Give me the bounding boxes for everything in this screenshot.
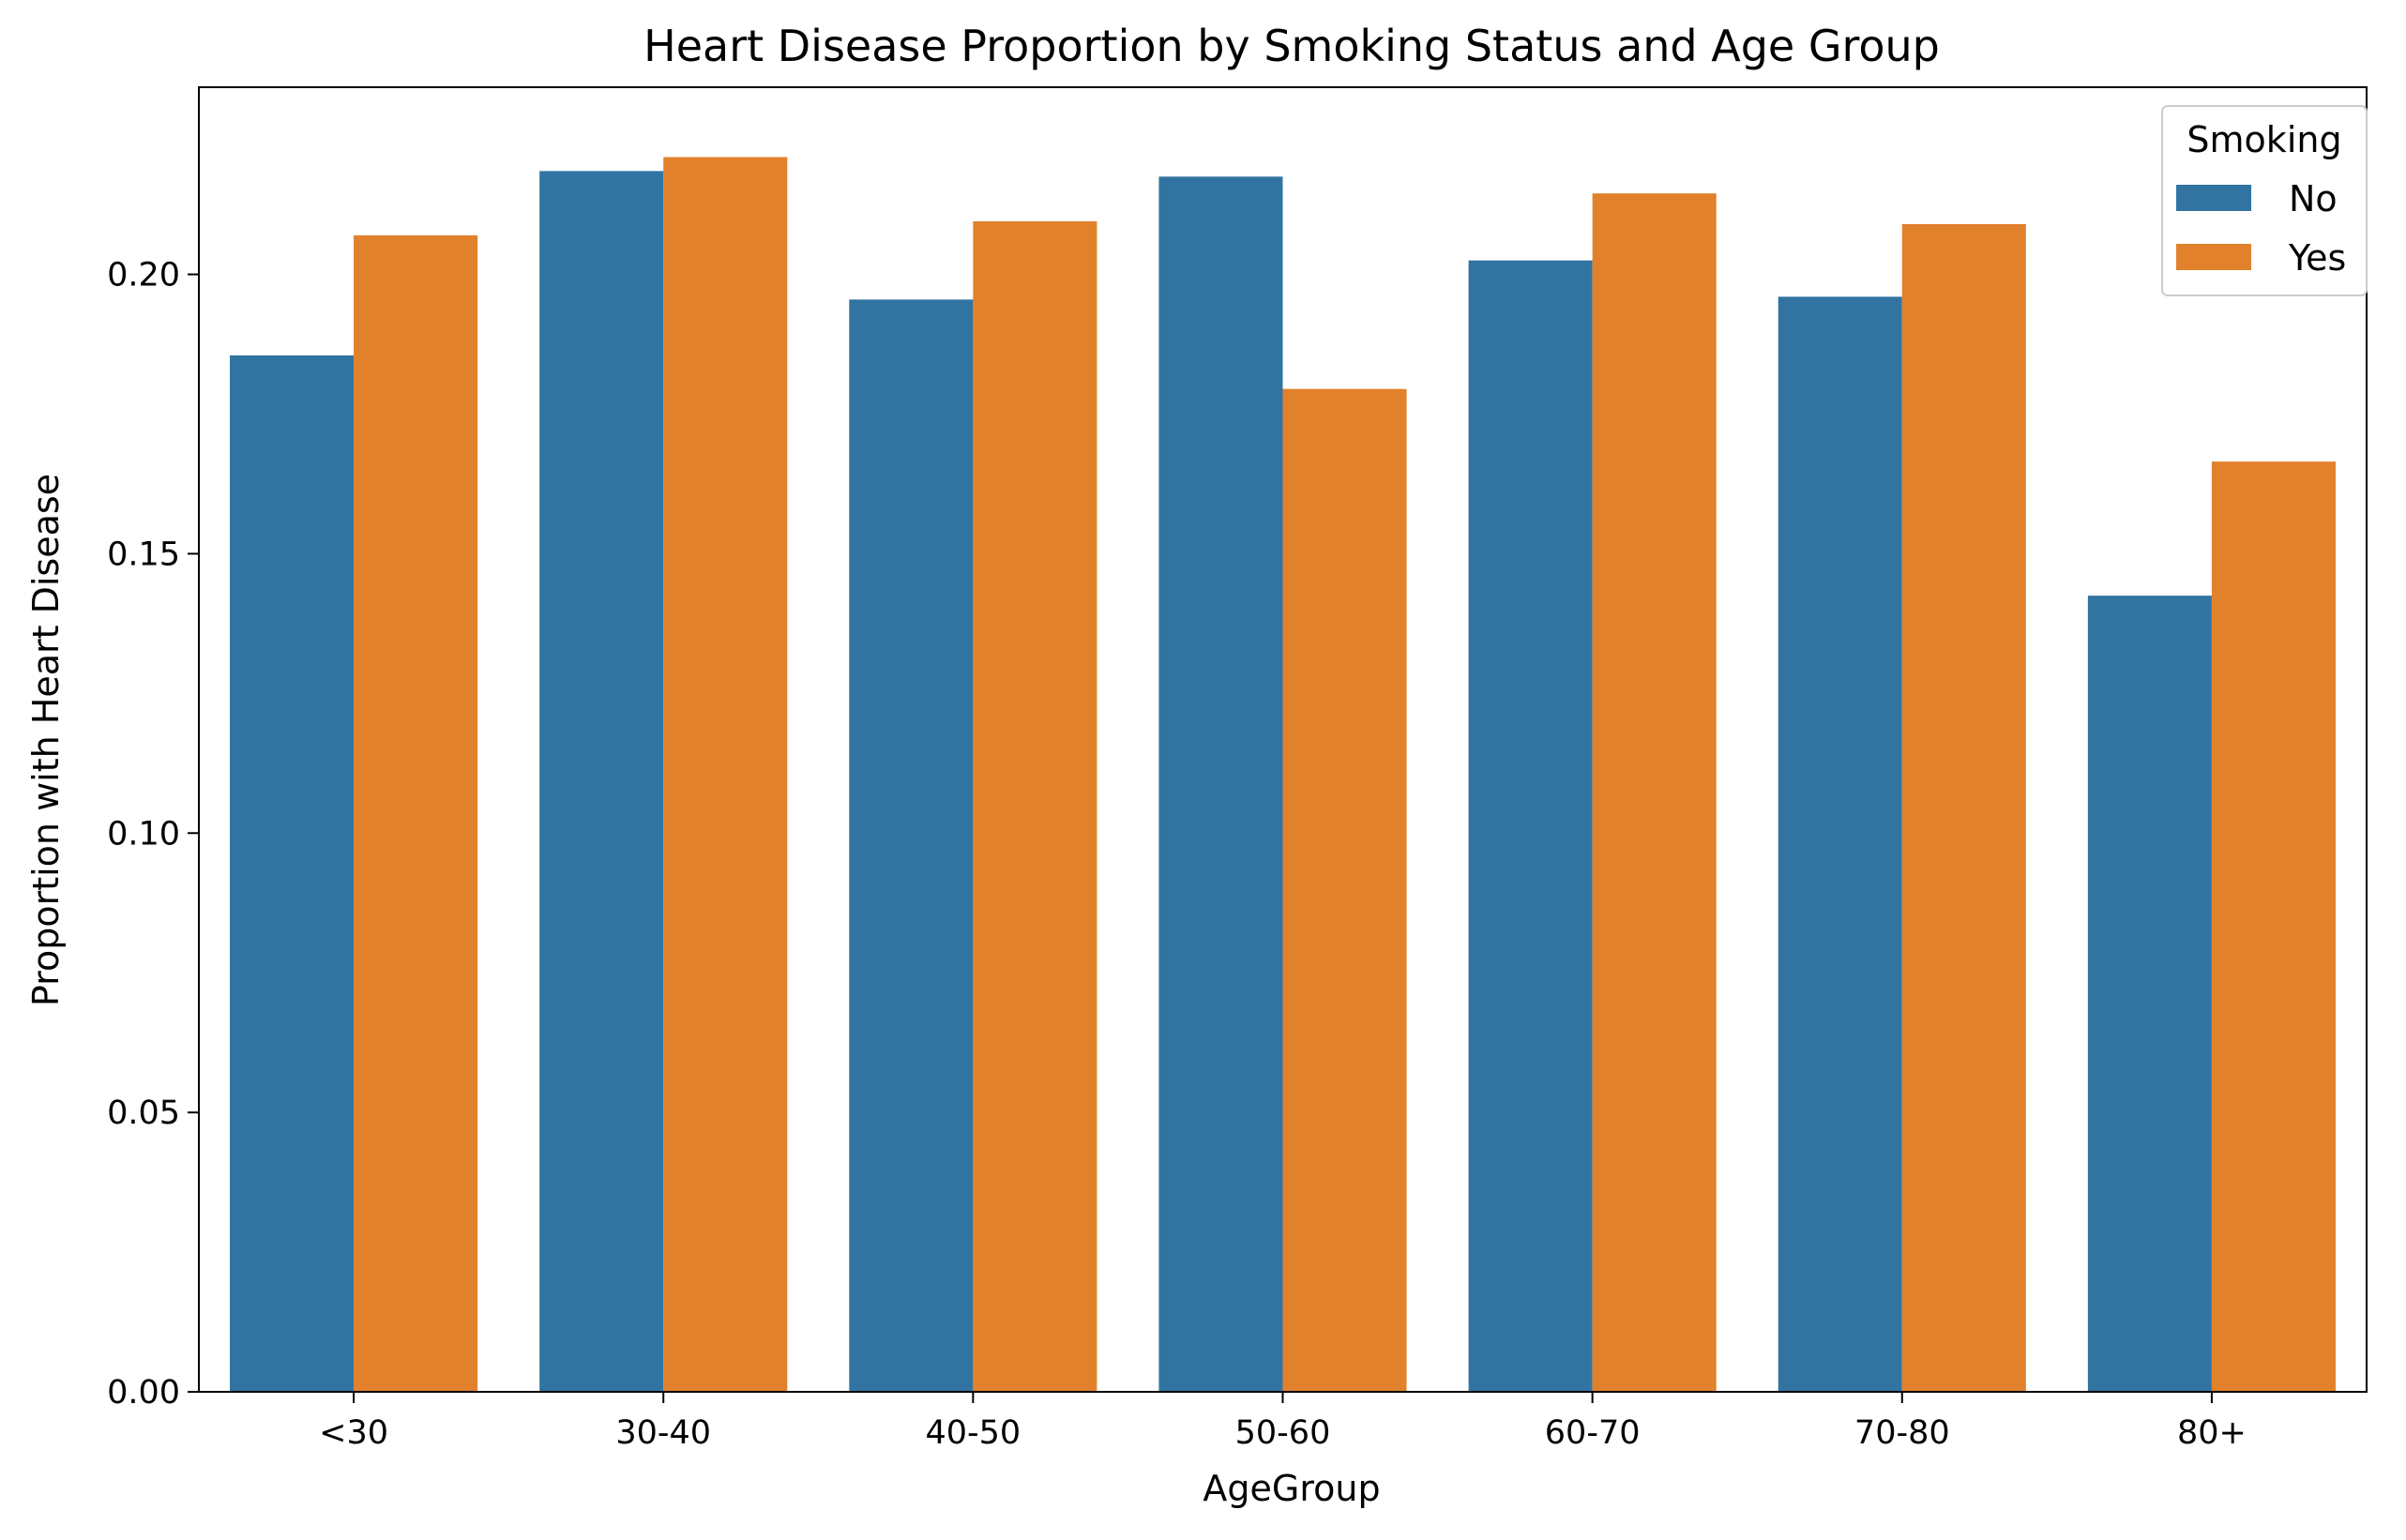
bar-yes-6 [2211,461,2336,1392]
legend-title: Smoking [2187,119,2341,160]
y-axis: 0.00 0.05 0.10 0.15 0.20 [107,257,199,1412]
bar-yes-1 [663,157,788,1393]
x-tick-label-6: 80+ [2177,1414,2247,1452]
bar-yes-2 [973,220,1097,1392]
bar-no-5 [1778,296,1902,1392]
legend-swatch-no [2176,185,2251,211]
legend-swatch-yes [2176,244,2251,270]
x-tick-label-1: 30-40 [615,1414,711,1452]
legend: Smoking No Yes [2161,105,2368,296]
legend-label-yes: Yes [2288,237,2346,279]
bar-no-2 [849,299,974,1393]
x-tick-label-0: <30 [319,1414,388,1452]
bar-no-3 [1158,176,1283,1392]
x-axis-label: AgeGroup [1203,1468,1380,1509]
plot-area [198,86,2368,1393]
bar-no-6 [2087,596,2212,1392]
x-tick-label-2: 40-50 [926,1414,1021,1452]
y-tick-label-1: 0.05 [107,1095,180,1132]
x-axis: <30 30-40 40-50 50-60 60-70 70-80 80+ [319,1392,2247,1452]
bar-yes-5 [1901,223,2026,1393]
bar-yes-4 [1592,193,1717,1393]
y-tick-label-4: 0.20 [107,257,180,294]
chart-title: Heart Disease Proportion by Smoking Stat… [643,21,1940,71]
bar-yes-0 [354,234,478,1392]
x-tick-label-5: 70-80 [1854,1414,1950,1452]
y-axis-label: Proportion with Heart Disease [25,474,67,1006]
x-tick-label-3: 50-60 [1235,1414,1331,1452]
legend-label-no: No [2289,178,2338,219]
bar-no-1 [539,171,664,1392]
y-tick-label-2: 0.10 [107,815,180,853]
y-tick-label-0: 0.00 [107,1374,180,1412]
x-tick-label-4: 60-70 [1545,1414,1641,1452]
bar-yes-3 [1282,388,1407,1392]
y-tick-label-3: 0.15 [107,536,180,573]
bar-no-4 [1468,260,1593,1392]
bar-no-0 [230,355,355,1392]
